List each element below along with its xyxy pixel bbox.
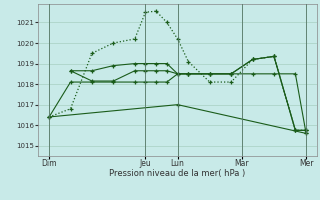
X-axis label: Pression niveau de la mer( hPa ): Pression niveau de la mer( hPa ) bbox=[109, 169, 246, 178]
